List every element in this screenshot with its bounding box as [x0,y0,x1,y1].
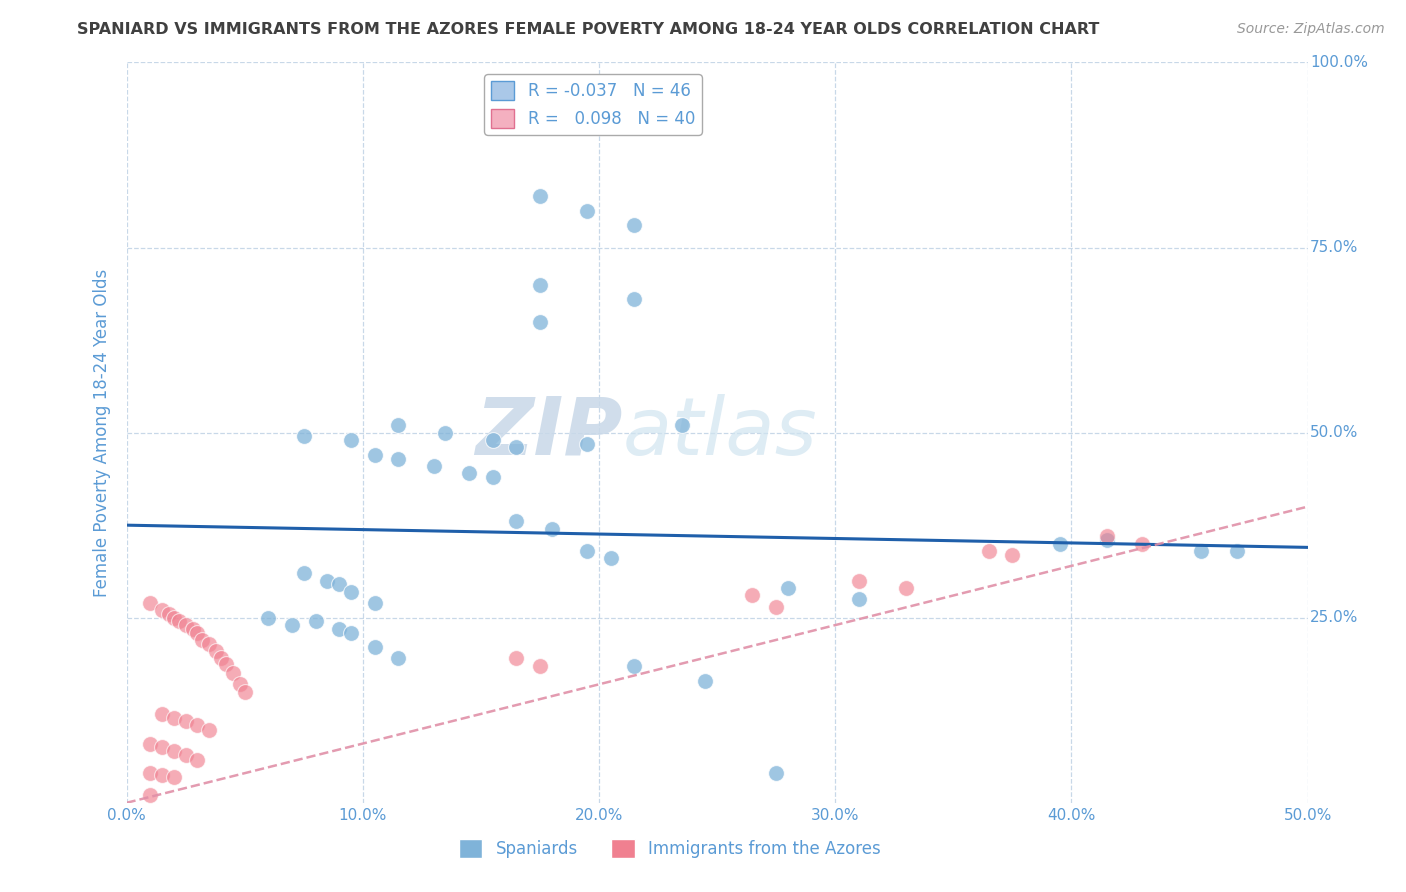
Text: 100.0%: 100.0% [1310,55,1368,70]
Point [1226,544,1249,558]
Point [292,429,315,443]
Point [163,610,186,624]
Point [186,753,208,767]
Point [387,451,409,466]
Y-axis label: Female Poverty Among 18-24 Year Olds: Female Poverty Among 18-24 Year Olds [93,268,111,597]
Point [222,666,245,681]
Point [576,203,599,218]
Point [163,744,186,758]
Point [328,577,350,591]
Point [505,441,527,455]
Point [163,711,186,725]
Point [174,714,197,729]
Point [363,596,385,610]
Point [139,766,162,780]
Point [150,706,173,721]
Point [529,188,551,202]
Point [157,607,180,621]
Point [257,610,280,624]
Point [1130,536,1153,550]
Point [139,737,162,751]
Point [316,574,339,588]
Point [281,618,304,632]
Point [1189,544,1212,558]
Point [894,581,917,595]
Point [1095,529,1118,543]
Point [599,551,621,566]
Point [363,448,385,462]
Point [174,747,197,762]
Point [741,589,763,603]
Point [292,566,315,581]
Point [434,425,457,440]
Point [229,677,252,691]
Point [328,622,350,636]
Text: ZIP: ZIP [475,393,623,472]
Point [233,685,256,699]
Point [340,584,363,599]
Text: 25.0%: 25.0% [1310,610,1358,625]
Point [1001,548,1024,562]
Point [765,766,787,780]
Point [163,770,186,784]
Point [529,314,551,328]
Point [209,651,232,665]
Text: atlas: atlas [623,393,817,472]
Point [340,625,363,640]
Point [340,433,363,447]
Point [387,418,409,433]
Point [174,618,197,632]
Point [387,651,409,665]
Point [1049,536,1071,550]
Point [623,78,645,92]
Point [139,789,162,803]
Point [848,574,870,588]
Point [304,615,326,629]
Point [576,78,599,92]
Point [977,544,1000,558]
Point [198,723,221,738]
Point [458,467,481,481]
Point [481,433,503,447]
Point [150,740,173,755]
Point [191,632,214,647]
Point [848,592,870,607]
Point [576,544,599,558]
Point [505,651,527,665]
Point [623,293,645,307]
Point [481,470,503,484]
Point [167,615,190,629]
Point [765,599,787,614]
Point [363,640,385,655]
Point [671,418,693,433]
Point [150,767,173,781]
Point [181,622,204,636]
Point [576,436,599,450]
Point [505,515,527,529]
Point [215,657,238,671]
Point [198,637,221,651]
Text: 75.0%: 75.0% [1310,240,1358,255]
Point [1095,533,1118,547]
Point [422,458,444,473]
Point [205,644,228,658]
Text: SPANIARD VS IMMIGRANTS FROM THE AZORES FEMALE POVERTY AMONG 18-24 YEAR OLDS CORR: SPANIARD VS IMMIGRANTS FROM THE AZORES F… [77,22,1099,37]
Point [623,658,645,673]
Legend: Spaniards, Immigrants from the Azores: Spaniards, Immigrants from the Azores [453,832,887,865]
Point [529,277,551,292]
Point [540,522,562,536]
Point [150,603,173,617]
Point [186,718,208,732]
Point [695,673,717,688]
Point [529,658,551,673]
Text: 50.0%: 50.0% [1310,425,1358,440]
Text: Source: ZipAtlas.com: Source: ZipAtlas.com [1237,22,1385,37]
Point [139,596,162,610]
Point [186,625,208,640]
Point [776,581,799,595]
Point [623,219,645,233]
